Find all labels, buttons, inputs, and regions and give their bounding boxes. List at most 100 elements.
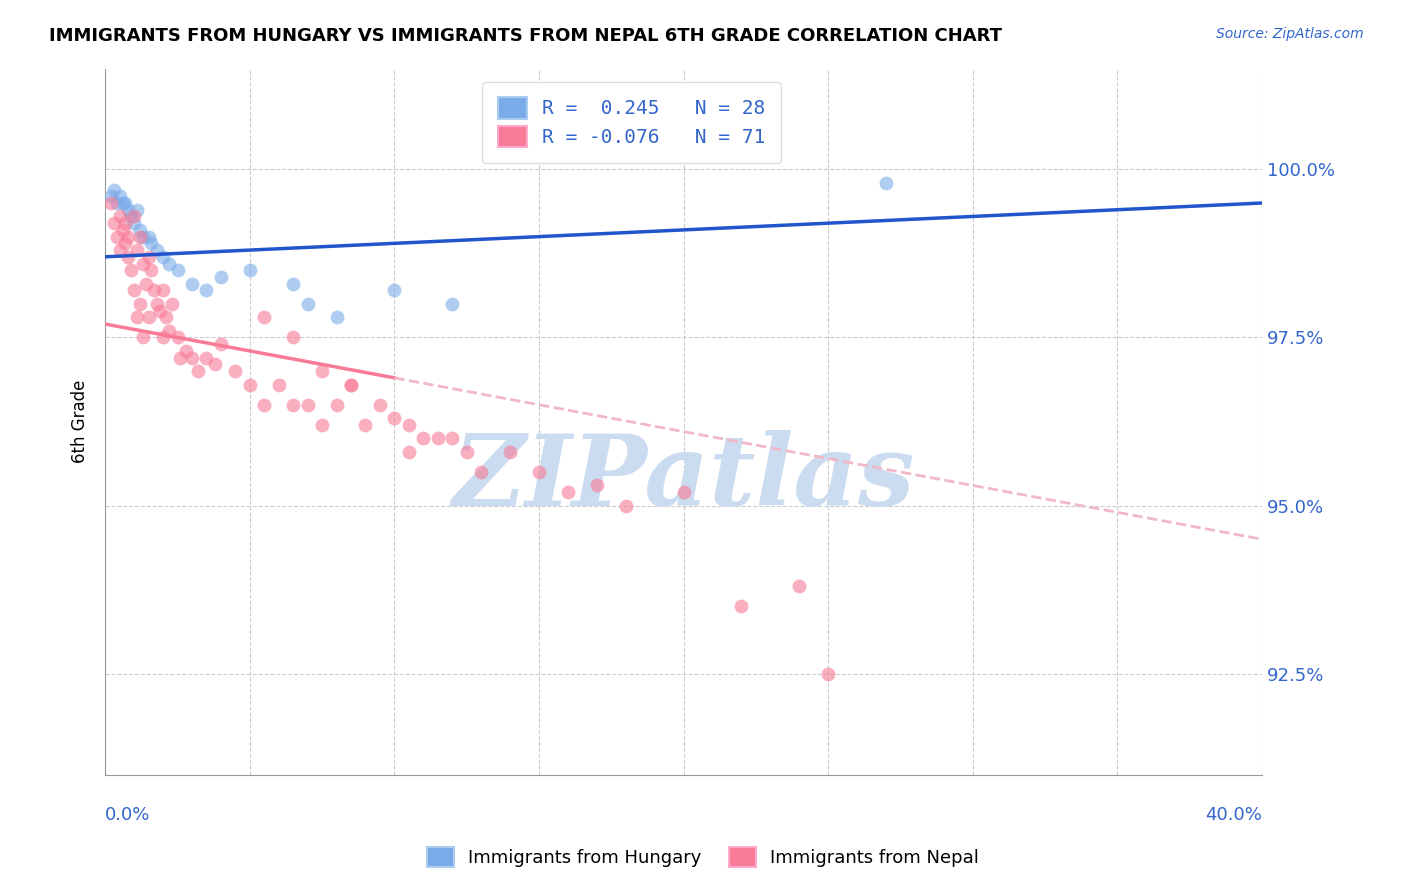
Point xyxy=(441,297,464,311)
Point xyxy=(527,465,550,479)
Point xyxy=(187,364,209,378)
Point xyxy=(412,431,434,445)
Point xyxy=(297,297,319,311)
Point xyxy=(875,176,897,190)
Point xyxy=(108,210,131,224)
Point xyxy=(166,263,188,277)
Point xyxy=(146,243,169,257)
Point xyxy=(817,666,839,681)
Point xyxy=(125,310,148,325)
Point xyxy=(787,579,810,593)
Point xyxy=(129,297,152,311)
Point xyxy=(125,202,148,217)
Point xyxy=(181,277,204,291)
Point xyxy=(138,250,160,264)
Point xyxy=(100,189,122,203)
Point xyxy=(730,599,752,614)
Point xyxy=(585,478,607,492)
Point xyxy=(100,196,122,211)
Point xyxy=(114,216,136,230)
Point xyxy=(152,284,174,298)
Point xyxy=(239,377,262,392)
Point xyxy=(143,284,166,298)
Point xyxy=(141,263,163,277)
Point xyxy=(267,377,290,392)
Point xyxy=(181,351,204,365)
Point xyxy=(120,210,142,224)
Text: 40.0%: 40.0% xyxy=(1205,806,1263,824)
Point xyxy=(122,216,145,230)
Point xyxy=(146,297,169,311)
Point xyxy=(297,398,319,412)
Point xyxy=(155,310,177,325)
Point xyxy=(311,364,333,378)
Point xyxy=(239,263,262,277)
Point xyxy=(499,445,522,459)
Point xyxy=(398,417,420,432)
Point xyxy=(398,445,420,459)
Point xyxy=(169,351,191,365)
Point xyxy=(195,351,218,365)
Point xyxy=(614,499,637,513)
Point xyxy=(368,398,391,412)
Point xyxy=(117,250,139,264)
Legend: Immigrants from Hungary, Immigrants from Nepal: Immigrants from Hungary, Immigrants from… xyxy=(419,839,987,874)
Point xyxy=(129,229,152,244)
Point xyxy=(204,358,226,372)
Point xyxy=(253,310,276,325)
Text: IMMIGRANTS FROM HUNGARY VS IMMIGRANTS FROM NEPAL 6TH GRADE CORRELATION CHART: IMMIGRANTS FROM HUNGARY VS IMMIGRANTS FR… xyxy=(49,27,1002,45)
Point xyxy=(557,485,579,500)
Point xyxy=(122,210,145,224)
Point xyxy=(108,243,131,257)
Point xyxy=(672,485,695,500)
Point xyxy=(132,330,155,344)
Point xyxy=(384,411,406,425)
Y-axis label: 6th Grade: 6th Grade xyxy=(72,380,89,463)
Text: 0.0%: 0.0% xyxy=(105,806,150,824)
Point xyxy=(441,431,464,445)
Point xyxy=(105,196,128,211)
Point xyxy=(105,229,128,244)
Point xyxy=(195,284,218,298)
Point xyxy=(384,284,406,298)
Point xyxy=(325,310,347,325)
Point xyxy=(103,216,125,230)
Point xyxy=(224,364,246,378)
Point xyxy=(160,297,183,311)
Point xyxy=(132,229,155,244)
Point xyxy=(135,277,157,291)
Point xyxy=(152,330,174,344)
Point xyxy=(174,343,197,358)
Point xyxy=(456,445,478,459)
Text: Source: ZipAtlas.com: Source: ZipAtlas.com xyxy=(1216,27,1364,41)
Point xyxy=(166,330,188,344)
Point xyxy=(157,256,180,270)
Point xyxy=(253,398,276,412)
Point xyxy=(122,284,145,298)
Point xyxy=(354,417,377,432)
Point xyxy=(283,330,305,344)
Point xyxy=(152,250,174,264)
Point xyxy=(103,183,125,197)
Point xyxy=(138,310,160,325)
Point xyxy=(283,277,305,291)
Point xyxy=(138,229,160,244)
Point xyxy=(125,243,148,257)
Point xyxy=(209,337,232,351)
Point xyxy=(114,236,136,251)
Point xyxy=(117,229,139,244)
Point xyxy=(141,236,163,251)
Point xyxy=(325,398,347,412)
Text: ZIPatlas: ZIPatlas xyxy=(453,430,915,526)
Point xyxy=(426,431,449,445)
Point xyxy=(114,196,136,211)
Point xyxy=(283,398,305,412)
Point xyxy=(111,223,134,237)
Point xyxy=(157,324,180,338)
Point xyxy=(111,196,134,211)
Point xyxy=(209,270,232,285)
Point xyxy=(340,377,363,392)
Point xyxy=(120,263,142,277)
Point xyxy=(470,465,492,479)
Point xyxy=(129,223,152,237)
